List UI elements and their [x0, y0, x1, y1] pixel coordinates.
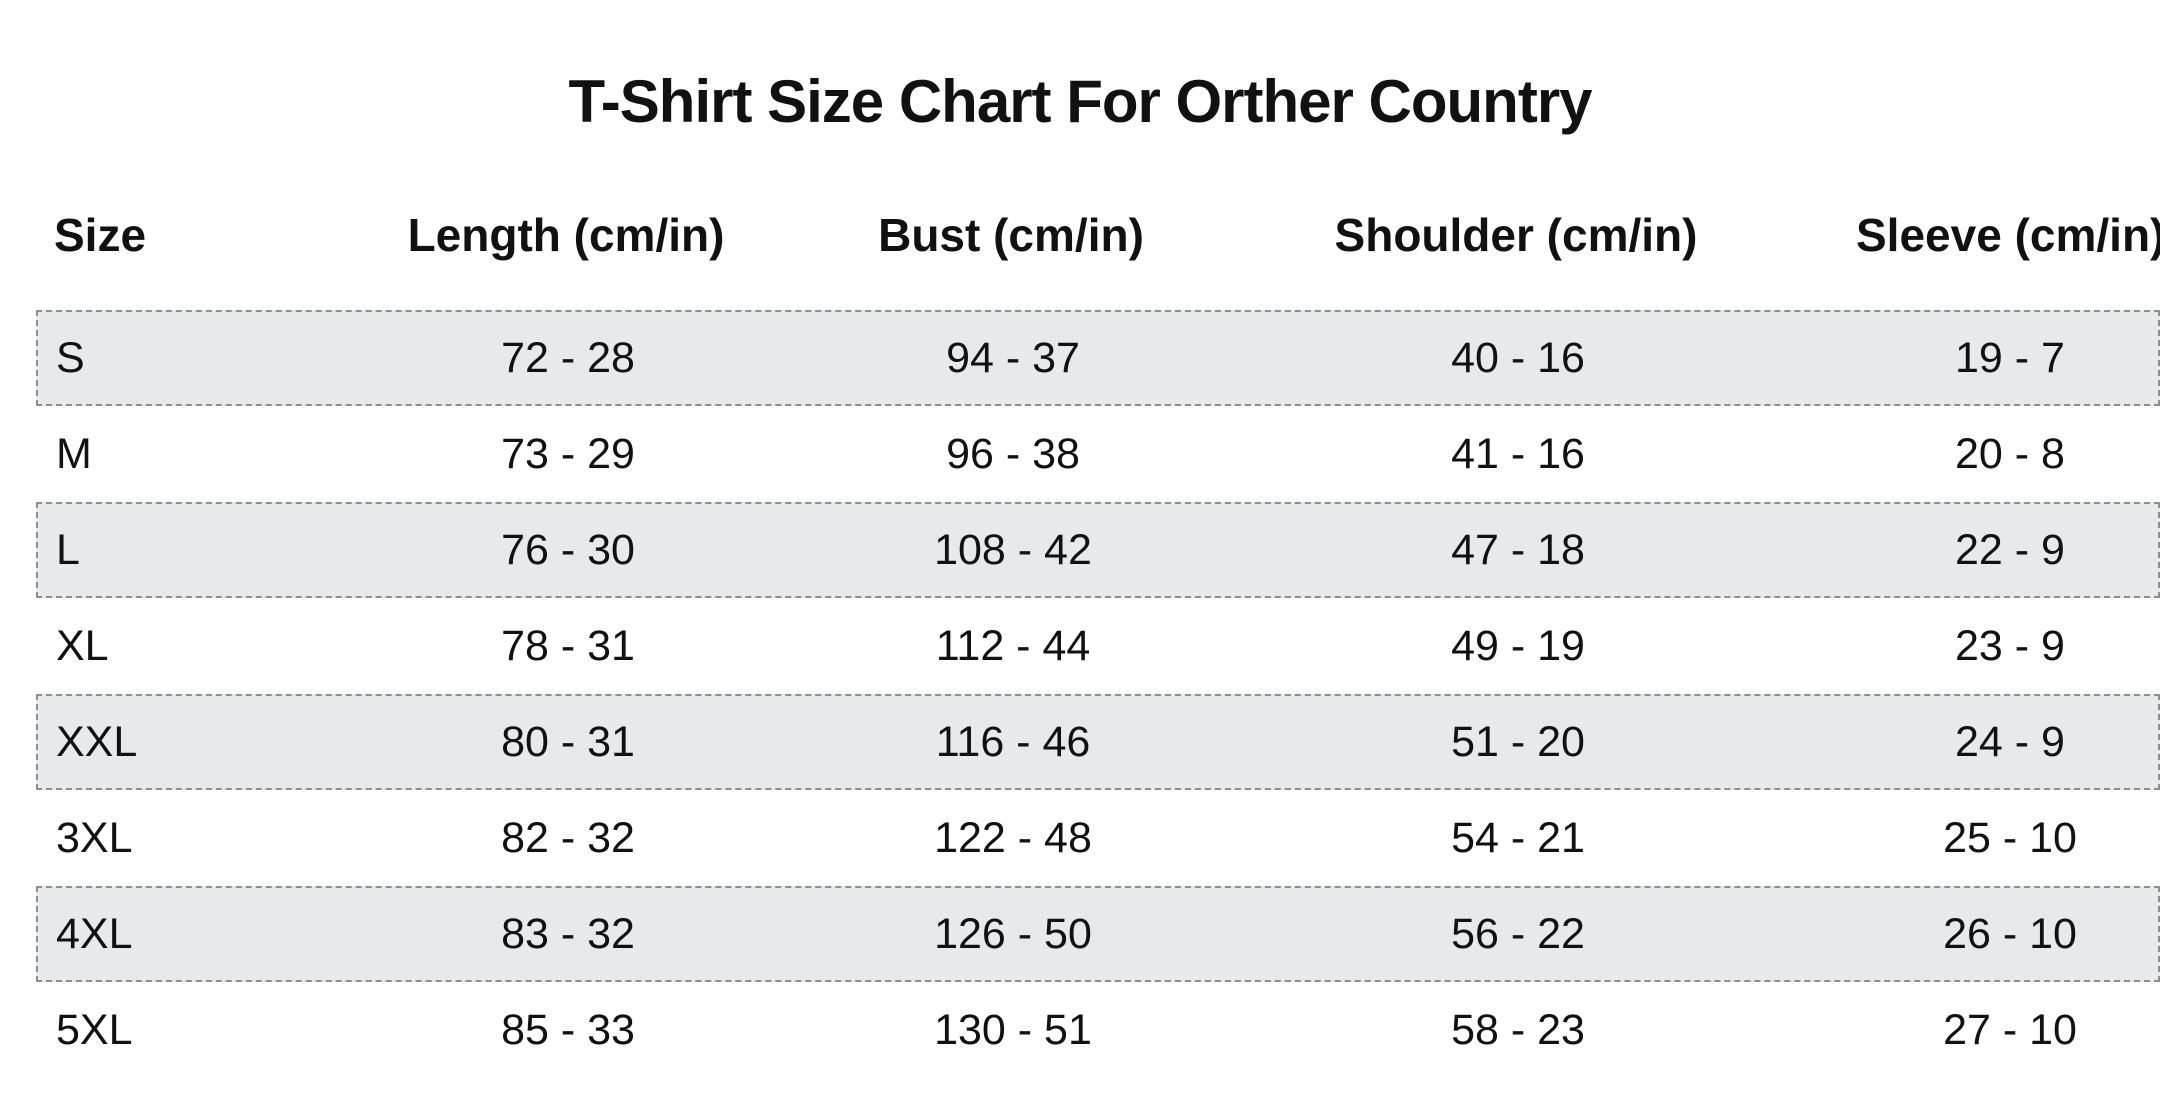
table-row: M 73 - 29 96 - 38 41 - 16 20 - 8 — [36, 406, 2160, 502]
bust-cell: 116 - 46 — [935, 717, 1091, 766]
table-row: 5XL 85 - 33 130 - 51 58 - 23 27 - 10 — [36, 982, 2160, 1078]
sleeve-cell: 25 - 10 — [1943, 813, 2077, 862]
shoulder-cell: 49 - 19 — [1451, 621, 1585, 670]
shoulder-cell: 54 - 21 — [1451, 813, 1585, 862]
size-cell: 3XL — [56, 813, 133, 862]
sleeve-cell: 24 - 9 — [1955, 717, 2065, 766]
sleeve-cell: 19 - 7 — [1955, 333, 2065, 382]
sleeve-cell: 22 - 9 — [1955, 525, 2065, 574]
size-cell: L — [56, 525, 80, 574]
shoulder-cell: 41 - 16 — [1451, 429, 1585, 478]
column-header-bust: Bust (cm/in) — [878, 209, 1144, 261]
length-cell: 78 - 31 — [501, 621, 635, 670]
shoulder-cell: 51 - 20 — [1451, 717, 1585, 766]
sleeve-cell: 23 - 9 — [1955, 621, 2065, 670]
page-title: T-Shirt Size Chart For Orther Country — [568, 68, 1592, 135]
shoulder-cell: 47 - 18 — [1451, 525, 1585, 574]
table-row: 4XL 83 - 32 126 - 50 56 - 22 26 - 10 — [36, 886, 2160, 982]
size-cell: 4XL — [56, 909, 133, 958]
table-header-row: Size Length (cm/in) Bust (cm/in) Shoulde… — [36, 190, 2160, 280]
length-cell: 72 - 28 — [501, 333, 635, 382]
shoulder-cell: 58 - 23 — [1451, 1005, 1585, 1054]
column-header-shoulder: Shoulder (cm/in) — [1334, 209, 1698, 261]
column-header-length: Length (cm/in) — [407, 209, 725, 261]
bust-cell: 108 - 42 — [934, 525, 1092, 574]
bust-cell: 126 - 50 — [934, 909, 1092, 958]
bust-cell: 130 - 51 — [934, 1005, 1092, 1054]
table-row: XXL 80 - 31 116 - 46 51 - 20 24 - 9 — [36, 694, 2160, 790]
size-cell: 5XL — [56, 1005, 133, 1054]
bust-cell: 96 - 38 — [946, 429, 1080, 478]
size-cell: M — [56, 429, 92, 478]
length-cell: 82 - 32 — [501, 813, 635, 862]
size-cell: S — [56, 333, 85, 382]
sleeve-cell: 26 - 10 — [1943, 909, 2077, 958]
column-header-size: Size — [54, 209, 147, 261]
length-cell: 76 - 30 — [501, 525, 635, 574]
shoulder-cell: 56 - 22 — [1451, 909, 1585, 958]
sleeve-cell: 27 - 10 — [1943, 1005, 2077, 1054]
column-header-sleeve: Sleeve (cm/in) — [1856, 209, 2160, 261]
length-cell: 83 - 32 — [501, 909, 635, 958]
table-row: S 72 - 28 94 - 37 40 - 16 19 - 7 — [36, 310, 2160, 406]
bust-cell: 94 - 37 — [946, 333, 1080, 382]
shoulder-cell: 40 - 16 — [1451, 333, 1585, 382]
table-row: 3XL 82 - 32 122 - 48 54 - 21 25 - 10 — [36, 790, 2160, 886]
size-cell: XXL — [56, 717, 138, 766]
table-row: XL 78 - 31 112 - 44 49 - 19 23 - 9 — [36, 598, 2160, 694]
length-cell: 80 - 31 — [501, 717, 635, 766]
size-chart-table: S 72 - 28 94 - 37 40 - 16 19 - 7 M 73 - 29 96 -… — [36, 310, 2160, 1078]
table-row: L 76 - 30 108 - 42 47 - 18 22 - 9 — [36, 502, 2160, 598]
length-cell: 73 - 29 — [501, 429, 635, 478]
length-cell: 85 - 33 — [501, 1005, 635, 1054]
bust-cell: 112 - 44 — [935, 621, 1091, 670]
bust-cell: 122 - 48 — [934, 813, 1092, 862]
sleeve-cell: 20 - 8 — [1955, 429, 2065, 478]
size-cell: XL — [56, 621, 109, 670]
